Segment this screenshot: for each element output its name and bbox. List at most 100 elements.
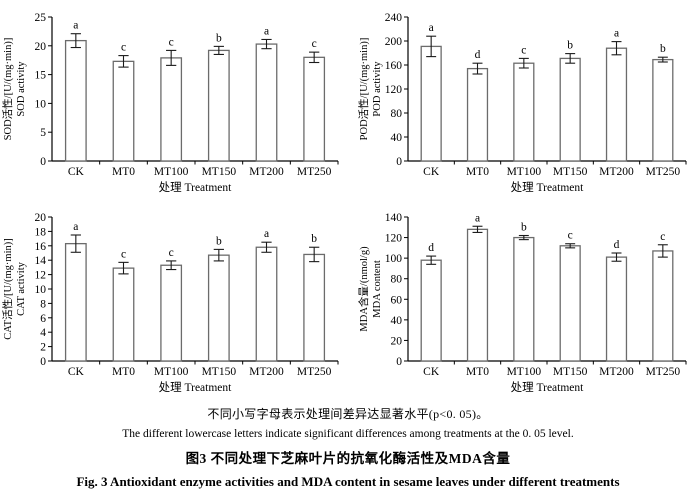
error-bar-MT150 <box>565 53 576 64</box>
bar-MT0 <box>466 228 489 362</box>
sig-letter-CK: a <box>73 20 78 32</box>
sig-letter-MT200: a <box>614 28 619 40</box>
y-tick-label: 120 <box>385 84 403 96</box>
sig-letter-MT250: b <box>660 43 666 55</box>
y-tick-label: 80 <box>391 108 403 120</box>
sig-letter-MT100: c <box>169 36 174 48</box>
error-bar-CK <box>426 35 437 58</box>
y-axis-title-zh: POD活性/[U/(mg·min)] <box>357 38 370 141</box>
figure-captions: 不同小写字母表示处理间差异达显著水平(p<0. 05)。 The differe… <box>0 405 696 490</box>
y-tick-label: 20 <box>35 212 47 224</box>
x-category-label: MT150 <box>553 166 588 178</box>
x-category-label: MT250 <box>646 166 681 178</box>
cat-chart: 0 2 4 6 8 10 12 14 16 18 20 a CK c MT0 c MT100 b MT150 a MT2… <box>1 212 339 394</box>
x-category-label: MT150 <box>553 366 588 378</box>
y-tick-label: 10 <box>35 98 47 110</box>
sig-letter-MT250: b <box>311 233 317 245</box>
charts-grid: 0 5 10 15 20 25 a CK c MT0 c MT100 b MT150 a MT200 c MT25… <box>0 0 696 400</box>
sig-letter-MT100: b <box>521 222 527 234</box>
y-tick-label: 200 <box>385 36 403 48</box>
sig-letter-MT200: a <box>264 228 269 240</box>
error-bar-MT0 <box>472 225 483 233</box>
mda-chart-panel: 0 20 40 60 80 100 120 140 d CK a MT0 b MT100 c MT150 d MT… <box>348 200 696 400</box>
x-axis-title: 处理 Treatment <box>511 381 585 394</box>
y-tick-label: 18 <box>35 226 47 238</box>
bar-MT150 <box>559 57 581 162</box>
bar-MT200 <box>255 43 278 162</box>
bar-CK <box>420 45 442 162</box>
y-tick-label: 15 <box>35 70 47 82</box>
bar-MT250 <box>303 56 326 162</box>
error-bar-MT0 <box>118 261 129 275</box>
x-category-label: MT100 <box>154 366 189 378</box>
error-bar-MT0 <box>118 55 129 68</box>
error-bar-MT250 <box>309 51 320 64</box>
bar-MT200 <box>605 47 628 162</box>
x-category-label: MT250 <box>297 166 332 178</box>
x-axis-title: 处理 Treatment <box>159 181 233 194</box>
y-axis-title-zh: MDA含量/(nmol/g) <box>357 246 370 332</box>
bar-MT150 <box>207 49 230 162</box>
mda-chart: 0 20 40 60 80 100 120 140 d CK a MT0 b MT100 c MT150 d MT… <box>357 212 687 394</box>
error-bar-CK <box>70 33 81 49</box>
error-bar-MT150 <box>565 243 576 249</box>
error-bar-MT250 <box>657 56 668 63</box>
bar-MT150 <box>207 254 230 362</box>
sig-letter-MT100: c <box>521 44 526 56</box>
y-tick-label: 40 <box>391 132 403 144</box>
sig-letter-MT250: c <box>660 231 665 243</box>
sig-letter-MT0: c <box>121 42 126 54</box>
sig-letter-MT150: c <box>568 230 573 242</box>
sod-chart: 0 5 10 15 20 25 a CK c MT0 c MT100 b MT150 a MT200 c MT25… <box>1 12 339 194</box>
bar-MT100 <box>513 62 535 162</box>
y-tick-label: 140 <box>385 212 403 224</box>
error-bar-MT200 <box>611 252 622 262</box>
sig-letter-MT250: c <box>312 38 317 50</box>
x-category-label: MT0 <box>466 366 489 378</box>
sig-letter-MT200: a <box>264 25 269 37</box>
error-bar-CK <box>70 234 81 253</box>
x-category-label: MT100 <box>507 366 542 378</box>
pod-chart: 0 40 80 120 160 200 240 a CK d MT0 c MT100 b MT150 a MT2… <box>357 12 687 194</box>
bar-MT100 <box>513 236 535 362</box>
error-bar-MT200 <box>261 38 272 50</box>
bar-MT0 <box>112 267 135 362</box>
x-category-label: MT0 <box>112 366 135 378</box>
x-category-label: MT150 <box>202 166 237 178</box>
y-tick-label: 60 <box>391 294 403 306</box>
sod-chart-panel: 0 5 10 15 20 25 a CK c MT0 c MT100 b MT150 a MT200 c MT25… <box>0 0 348 200</box>
bar-MT100 <box>160 57 183 162</box>
y-tick-label: 16 <box>35 241 47 253</box>
y-tick-label: 4 <box>40 327 46 339</box>
bar-CK <box>64 39 87 162</box>
error-bar-MT200 <box>261 241 272 253</box>
error-bar-CK <box>426 255 437 265</box>
sig-letter-MT100: c <box>169 247 174 259</box>
figure-title-zh: 图3 不同处理下芝麻叶片的抗氧化酶活性及MDA含量 <box>185 451 511 466</box>
x-axis-title: 处理 Treatment <box>511 181 585 194</box>
sig-letter-MT150: b <box>216 235 222 247</box>
bar-MT250 <box>652 250 674 362</box>
bar-CK <box>420 259 442 362</box>
bar-MT0 <box>112 60 135 162</box>
bar-MT250 <box>652 58 674 162</box>
x-category-label: MT250 <box>646 366 681 378</box>
y-tick-label: 20 <box>35 41 47 53</box>
y-tick-label: 0 <box>40 356 46 368</box>
x-category-label: CK <box>68 166 85 178</box>
x-category-label: MT250 <box>297 366 332 378</box>
y-tick-label: 160 <box>385 60 403 72</box>
sig-letter-MT0: a <box>475 212 480 224</box>
x-category-label: CK <box>423 166 440 178</box>
y-tick-label: 240 <box>385 12 403 24</box>
error-bar-MT200 <box>611 41 622 56</box>
sig-letter-MT0: c <box>121 248 126 260</box>
bar-MT100 <box>160 264 183 362</box>
sig-letter-MT200: d <box>614 239 620 251</box>
figure-title-en: Fig. 3 Antioxidant enzyme activities and… <box>76 474 620 489</box>
y-axis-title-zh: CAT活性/[U/(mg·min)] <box>1 238 14 340</box>
x-category-label: MT100 <box>507 166 542 178</box>
cat-chart-panel: 0 2 4 6 8 10 12 14 16 18 20 a CK c MT0 c MT100 b MT150 a MT2… <box>0 200 348 400</box>
sig-letter-MT150: b <box>216 32 222 44</box>
